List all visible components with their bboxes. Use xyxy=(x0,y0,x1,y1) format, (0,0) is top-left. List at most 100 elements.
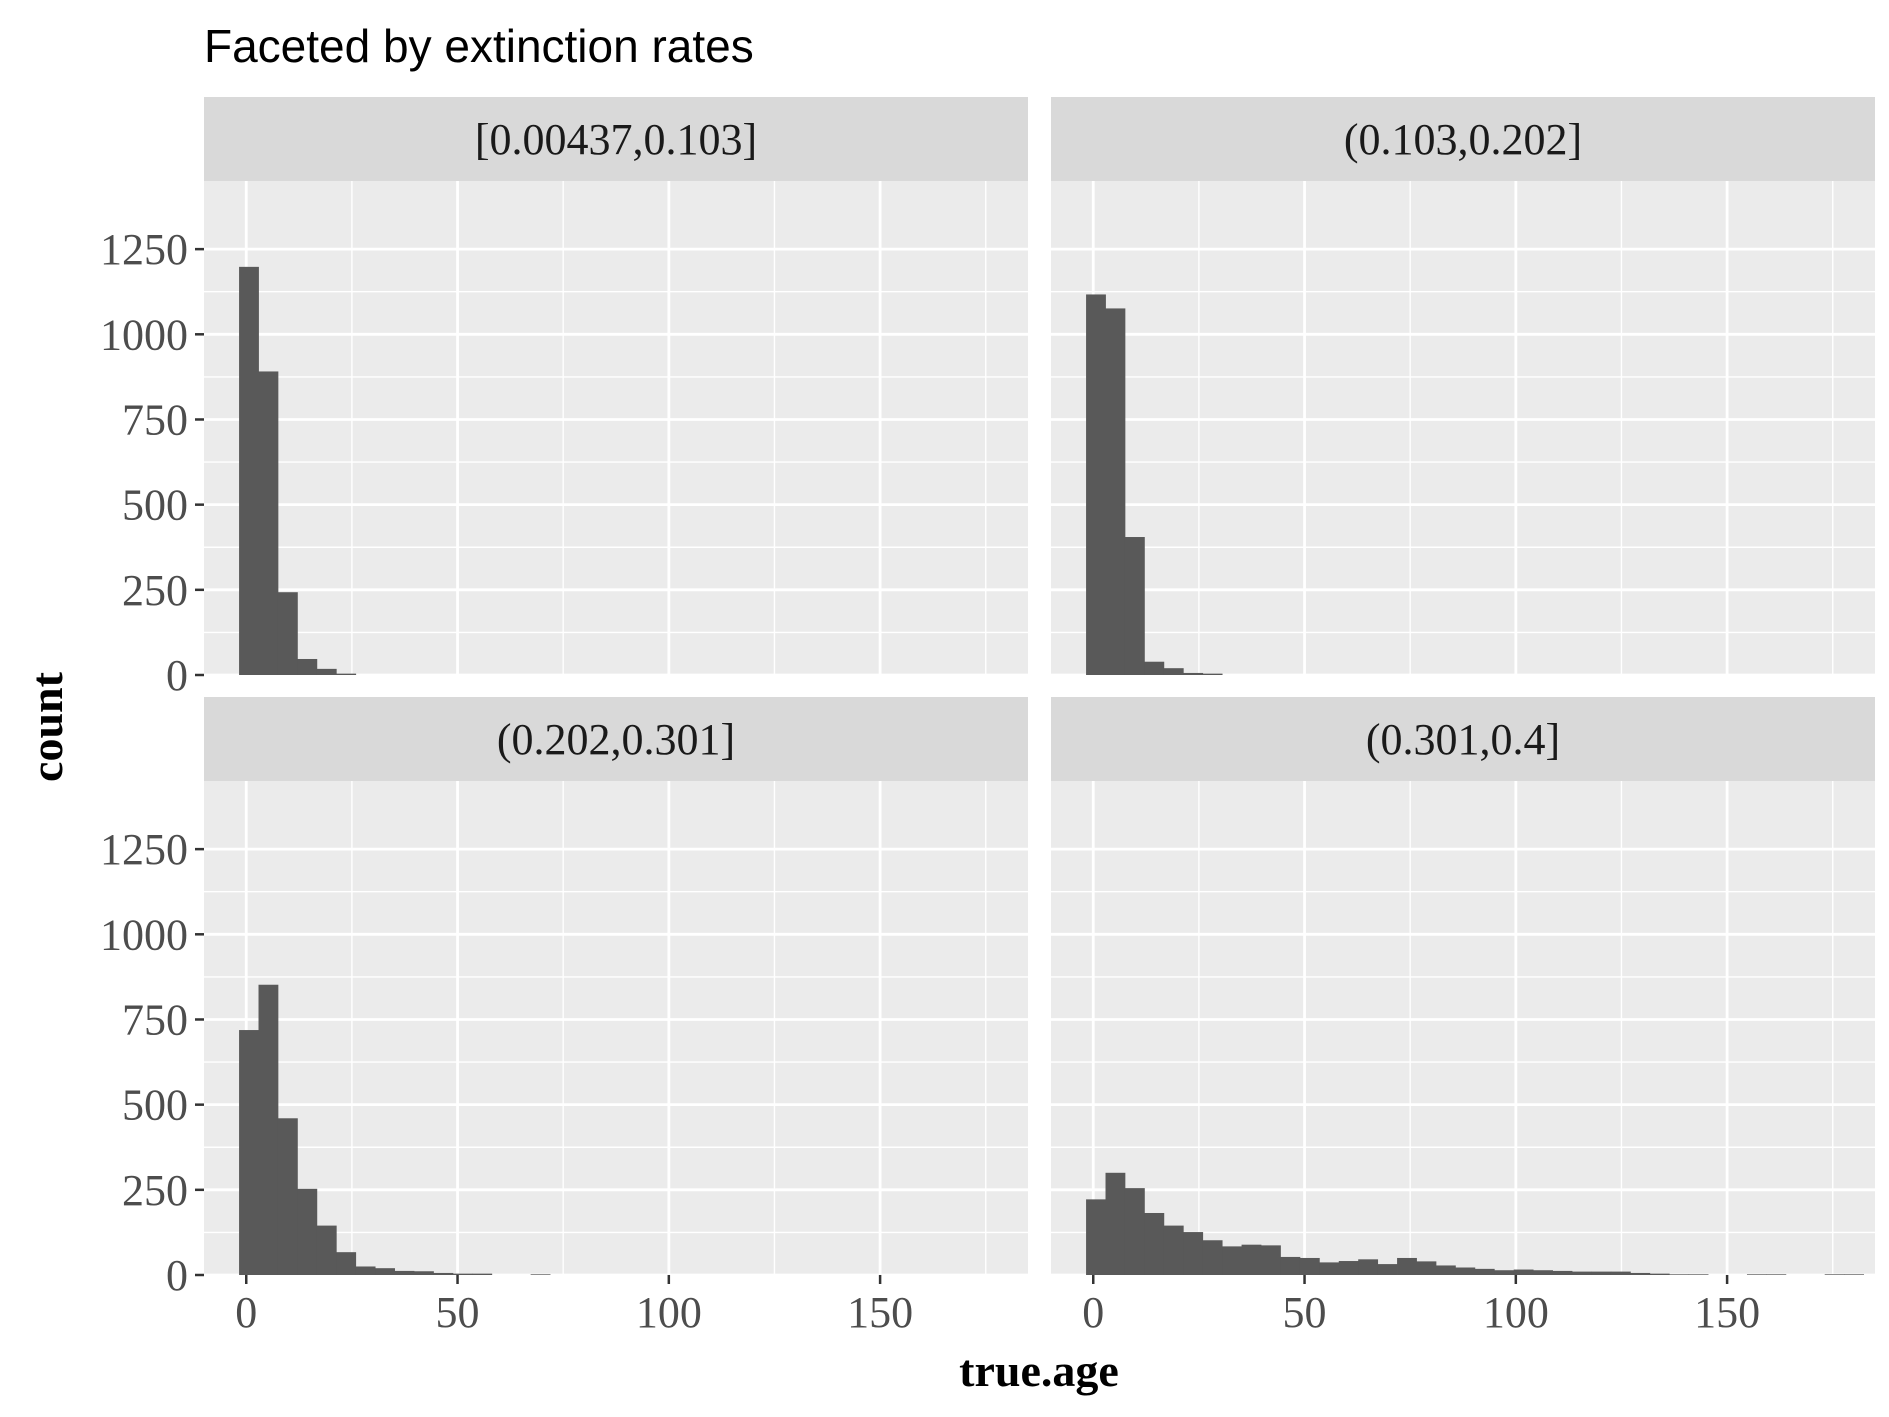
plot-panel xyxy=(204,181,1028,675)
histogram-bar xyxy=(239,266,259,675)
histogram-bar xyxy=(1163,1225,1184,1275)
histogram-bar xyxy=(1105,308,1126,675)
histogram-bar xyxy=(1552,1270,1573,1275)
facet-strip xyxy=(204,97,1028,181)
facet-panel: (0.103,0.202] xyxy=(1051,97,1875,677)
histogram-bar xyxy=(1086,1199,1106,1275)
histogram-bar xyxy=(1124,537,1145,675)
histogram-bar xyxy=(297,1188,318,1275)
histogram-bar xyxy=(1163,668,1184,675)
histogram-bar xyxy=(1416,1261,1437,1275)
histogram-bar xyxy=(1319,1262,1340,1275)
histogram-bar xyxy=(1261,1245,1281,1275)
histogram-bar xyxy=(316,668,337,675)
y-tick-label: 500 xyxy=(122,481,188,530)
histogram-bar xyxy=(1377,1264,1398,1275)
x-tick-label: 150 xyxy=(1694,1288,1760,1337)
y-axis-label: count xyxy=(21,671,72,782)
histogram-bar xyxy=(258,984,279,1275)
histogram-bar xyxy=(1533,1270,1553,1275)
histogram-bar xyxy=(336,673,357,675)
histogram-bar xyxy=(1630,1272,1651,1275)
histogram-bar xyxy=(1202,673,1223,675)
histogram-bar xyxy=(1222,1246,1242,1275)
facet-strip-label: (0.103,0.202] xyxy=(1344,115,1582,164)
plot-panel xyxy=(204,781,1028,1275)
x-tick-label: 50 xyxy=(1283,1288,1327,1337)
histogram-bar xyxy=(1086,294,1106,675)
facet-panel: (0.301,0.4] 0 50 100 150 xyxy=(1051,697,1875,1337)
histogram-bar xyxy=(530,1274,551,1275)
histogram-bar xyxy=(1572,1271,1592,1275)
facet-strip-label: (0.301,0.4] xyxy=(1366,715,1560,764)
histogram-bar xyxy=(297,658,318,675)
y-tick-label: 250 xyxy=(122,566,188,615)
histogram-bar xyxy=(1824,1274,1845,1275)
x-tick-label: 0 xyxy=(1082,1288,1104,1337)
histogram-bar xyxy=(1280,1256,1301,1275)
y-tick-label: 0 xyxy=(166,651,188,700)
x-tick-label: 100 xyxy=(1483,1288,1549,1337)
facet-strip xyxy=(1051,697,1875,781)
histogram-bar xyxy=(1144,661,1165,675)
histogram-bar xyxy=(1513,1269,1534,1275)
x-axis-label: true.age xyxy=(959,1345,1119,1396)
y-tick-label: 250 xyxy=(122,1166,188,1215)
histogram-bar xyxy=(1183,672,1204,675)
plot-panel xyxy=(1051,781,1875,1275)
histogram-bar xyxy=(472,1273,493,1275)
histogram-bar xyxy=(355,1266,376,1275)
y-tick-label: 750 xyxy=(122,995,188,1044)
y-tick-label: 1250 xyxy=(100,225,188,274)
histogram-bar xyxy=(1649,1273,1670,1275)
histogram-bar xyxy=(1688,1274,1709,1275)
y-tick-label: 500 xyxy=(122,1081,188,1130)
y-tick-label: 1000 xyxy=(100,310,188,359)
histogram-bar xyxy=(1591,1271,1612,1275)
histogram-bar xyxy=(239,1030,259,1275)
facet-strip xyxy=(204,697,1028,781)
y-tick-label: 750 xyxy=(122,395,188,444)
histogram-bar xyxy=(258,371,279,675)
histogram-bar xyxy=(414,1271,434,1275)
y-tick-label: 0 xyxy=(166,1251,188,1300)
chart-title: Faceted by extinction rates xyxy=(204,20,754,72)
histogram-bar xyxy=(1299,1257,1320,1275)
histogram-bar xyxy=(1435,1265,1456,1275)
histogram-bar xyxy=(1241,1244,1262,1275)
facet-panel: [0.00437,0.103] 0 250 500 750 1000 1250 xyxy=(100,97,1028,700)
facet-strip xyxy=(1051,97,1875,181)
histogram-bar xyxy=(277,1118,298,1275)
x-tick-label: 50 xyxy=(436,1288,480,1337)
plot-panel xyxy=(1051,181,1875,675)
histogram-bar xyxy=(433,1272,454,1275)
histogram-bar xyxy=(316,1225,337,1275)
facet-panels: [0.00437,0.103]025050075010001250(0.103,… xyxy=(100,97,1875,1337)
facet-strip-label: (0.202,0.301] xyxy=(497,715,735,764)
facet-strip-label: [0.00437,0.103] xyxy=(475,115,757,164)
x-tick-label: 0 xyxy=(235,1288,257,1337)
histogram-bar xyxy=(1358,1259,1379,1275)
histogram-bar xyxy=(1474,1268,1495,1275)
histogram-bar xyxy=(1144,1212,1165,1275)
histogram-bar xyxy=(1202,1240,1223,1275)
histogram-bar xyxy=(277,592,298,675)
histogram-bar xyxy=(1746,1274,1767,1275)
histogram-bar xyxy=(1105,1172,1126,1275)
histogram-bar xyxy=(1610,1271,1631,1275)
histogram-bar xyxy=(1494,1270,1515,1275)
histogram-bar xyxy=(1397,1257,1417,1275)
histogram-bar xyxy=(1844,1274,1864,1275)
histogram-bar xyxy=(1338,1261,1359,1275)
x-tick-label: 100 xyxy=(636,1288,702,1337)
histogram-bar xyxy=(452,1273,473,1275)
facet-panel: (0.202,0.301] 0 250 500 750 1000 1250 0 50 100 150 xyxy=(100,697,1028,1337)
histogram-bar xyxy=(1124,1188,1145,1275)
histogram-bar xyxy=(1766,1274,1787,1275)
y-tick-label: 1250 xyxy=(100,825,188,874)
y-tick-label: 1000 xyxy=(100,910,188,959)
histogram-bar xyxy=(1455,1267,1476,1275)
histogram-bar xyxy=(1183,1232,1204,1275)
histogram-bar xyxy=(336,1252,357,1275)
